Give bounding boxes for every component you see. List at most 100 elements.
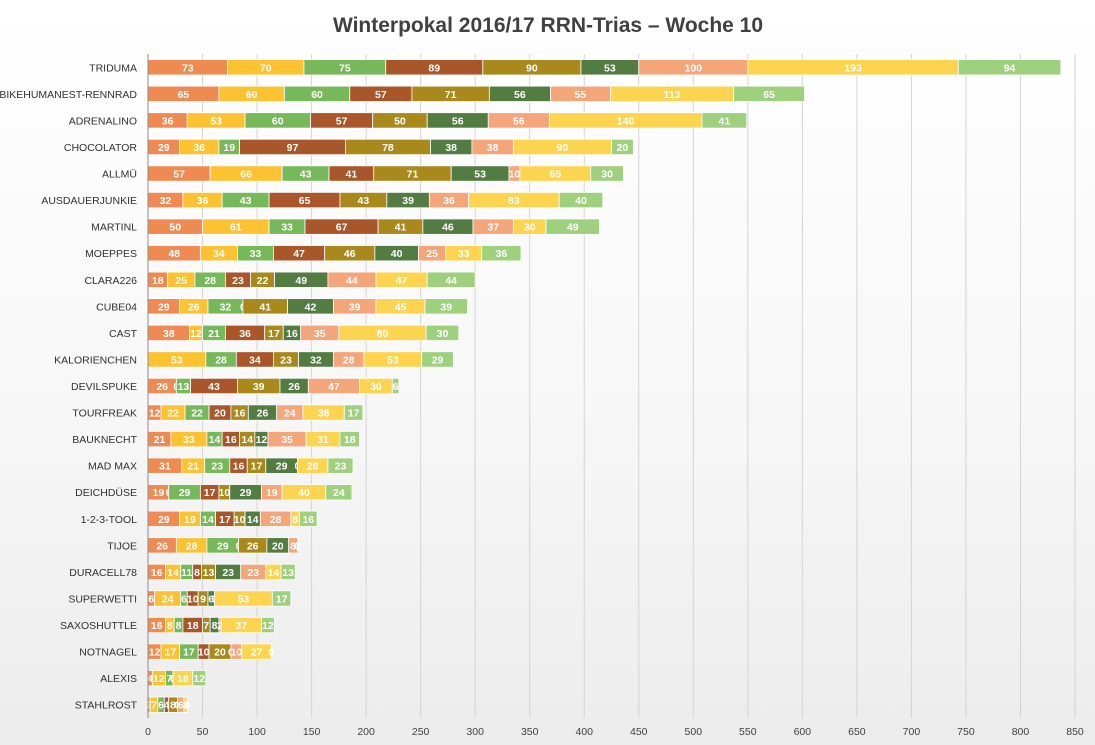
data-label: 53 [210, 115, 222, 127]
data-label: 8 [290, 540, 296, 552]
data-label: 49 [567, 222, 579, 234]
data-label: 12 [149, 408, 161, 420]
category-label: MAD MAX [88, 461, 137, 473]
data-label: 14 [167, 567, 179, 579]
x-tick-label: 300 [466, 726, 484, 738]
data-label: 49 [295, 275, 307, 287]
data-label: 53 [238, 593, 250, 605]
data-label: 14 [202, 514, 214, 526]
category-label: STAHLROST [75, 700, 138, 712]
data-label: 6 [393, 381, 399, 393]
data-label: 23 [222, 567, 234, 579]
data-label: 26 [156, 540, 168, 552]
data-label: 17 [165, 647, 177, 659]
x-tick-label: 100 [248, 726, 266, 738]
x-tick-label: 750 [957, 726, 975, 738]
data-label: 40 [298, 487, 310, 499]
axes: 0 50 100 150 200 250 300 350 400 450 500 550 600 650 7… [0, 54, 1084, 738]
category-label: AUSDAUERJUNKIE [41, 195, 137, 207]
data-label: 100 [685, 62, 703, 74]
data-label: 12 [190, 328, 202, 340]
data-label: 6 [181, 593, 187, 605]
data-label: 17 [276, 593, 288, 605]
x-tick-label: 400 [575, 726, 593, 738]
category-label: KALORIENCHEN [54, 354, 137, 366]
data-label: 8 [212, 620, 218, 632]
data-label: 25 [426, 248, 438, 260]
data-label: 8 [170, 700, 176, 712]
data-label: 70 [260, 62, 272, 74]
data-label: 43 [358, 195, 370, 207]
x-tick-label: 800 [1012, 726, 1030, 738]
data-label: 20 [272, 540, 284, 552]
data-label: 33 [458, 248, 470, 260]
data-label: 28 [343, 354, 355, 366]
category-label: CUBE04 [96, 301, 137, 313]
data-label: 31 [159, 461, 171, 473]
data-label: 14 [247, 514, 259, 526]
data-label: 97 [287, 142, 299, 154]
data-label: 10 [509, 169, 521, 181]
data-label: 21 [187, 461, 199, 473]
data-label: 0 [294, 540, 300, 552]
data-label: 60 [272, 115, 284, 127]
data-label: 140 [617, 115, 635, 127]
category-label: BAUKNECHT [72, 434, 137, 446]
data-label: 34 [213, 248, 225, 260]
bar-segment [701, 112, 748, 129]
data-label: 44 [445, 275, 457, 287]
data-label: 60 [246, 89, 258, 101]
data-label: 33 [183, 434, 195, 446]
data-label: 25 [175, 275, 187, 287]
data-label: 65 [763, 89, 775, 101]
data-label: 80 [377, 328, 389, 340]
bar-segment [545, 218, 600, 235]
data-label: 30 [370, 381, 382, 393]
data-label: 6 [158, 700, 164, 712]
data-label: 10 [234, 514, 246, 526]
data-label: 2 [146, 700, 152, 712]
data-label: 7 [151, 700, 157, 712]
bar-segment [271, 590, 292, 607]
data-label: 48 [168, 248, 180, 260]
x-tick-label: 550 [739, 726, 757, 738]
data-label: 56 [514, 89, 526, 101]
data-label: 71 [407, 169, 419, 181]
category-label: MARTINL [91, 222, 137, 234]
bar-segment [183, 696, 188, 713]
data-label: 16 [151, 620, 163, 632]
bar-segment [241, 643, 272, 660]
category-label: CLARA226 [84, 275, 137, 287]
category-label: TRIDUMA [89, 62, 137, 74]
data-label: 36 [197, 195, 209, 207]
data-label: 17 [204, 487, 216, 499]
category-label: TOURFREAK [72, 408, 137, 420]
data-label: 50 [169, 222, 181, 234]
data-label: 16 [225, 434, 237, 446]
data-label: 0 [294, 540, 300, 552]
data-label: 19 [153, 487, 165, 499]
data-label: 24 [162, 593, 174, 605]
data-label: 12 [256, 434, 268, 446]
data-label: 29 [217, 540, 229, 552]
data-label: 29 [158, 301, 170, 313]
data-label: 6 [148, 593, 154, 605]
category-label: ADRENALINO [69, 115, 137, 127]
data-label: 40 [391, 248, 403, 260]
bar-segment [299, 510, 318, 527]
data-label: 94 [1004, 62, 1016, 74]
data-label: 13 [282, 567, 294, 579]
data-label: 17 [348, 408, 360, 420]
data-label: 12 [262, 620, 274, 632]
data-label: 61 [230, 222, 242, 234]
data-label: 12 [153, 673, 165, 685]
data-label: 23 [280, 354, 292, 366]
x-tick-label: 200 [357, 726, 375, 738]
data-label: 36 [496, 248, 508, 260]
data-label: 41 [346, 169, 358, 181]
data-label: 10 [198, 647, 210, 659]
data-label: 17 [183, 647, 195, 659]
data-label: 27 [251, 647, 263, 659]
data-label: 56 [513, 115, 525, 127]
data-label: 20 [617, 142, 629, 154]
